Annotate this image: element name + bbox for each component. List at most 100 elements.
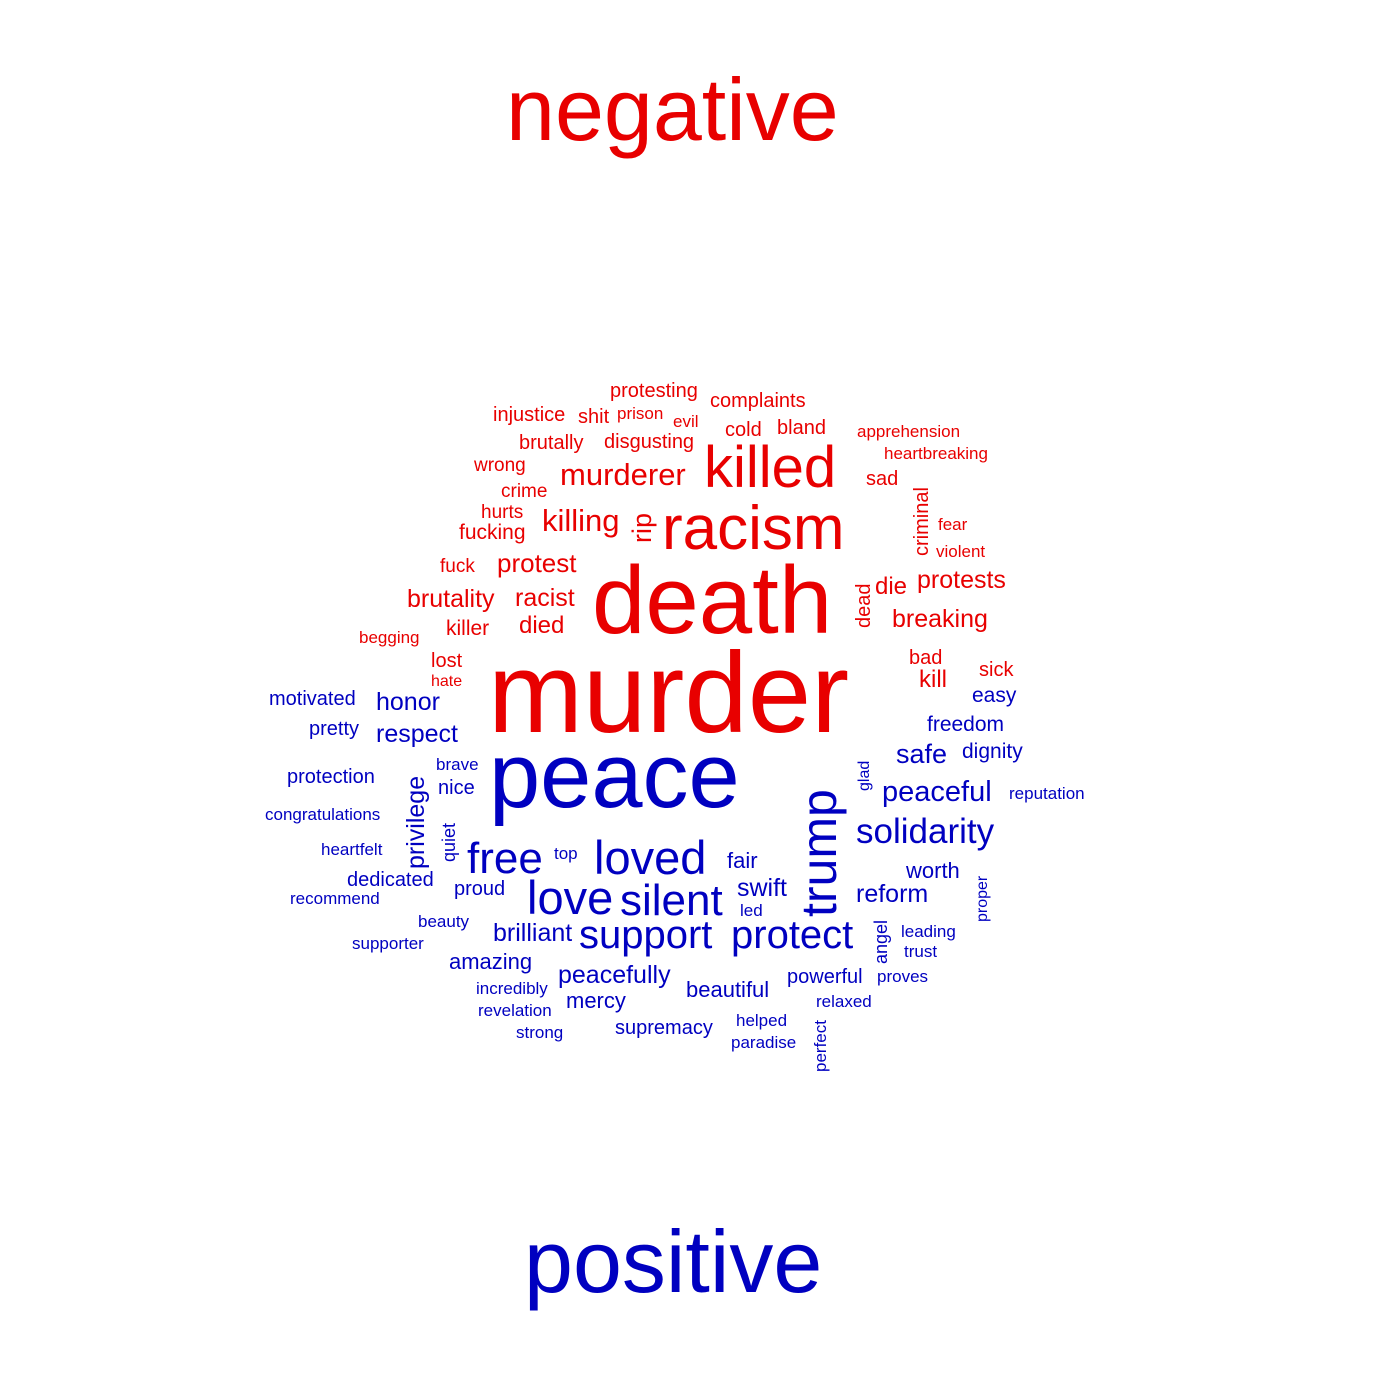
positive-word: respect bbox=[376, 720, 458, 748]
positive-word: swift bbox=[737, 874, 787, 902]
negative-word: death bbox=[592, 547, 833, 654]
positive-word: congratulations bbox=[265, 805, 381, 824]
positive-word: supremacy bbox=[615, 1017, 713, 1039]
positive-word: heartfelt bbox=[321, 840, 383, 859]
positive-word: incredibly bbox=[476, 979, 548, 998]
positive-word: peace bbox=[489, 725, 740, 827]
positive-word: silent bbox=[620, 876, 723, 925]
negative-word: evil bbox=[673, 412, 699, 431]
positive-word: reform bbox=[856, 880, 929, 908]
negative-word: protesting bbox=[610, 380, 698, 402]
negative-word: criminal bbox=[911, 487, 933, 556]
negative-word: cold bbox=[725, 419, 762, 441]
negative-word: lost bbox=[431, 650, 463, 672]
positive-word: free bbox=[467, 834, 543, 883]
positive-word: helped bbox=[736, 1011, 788, 1030]
negative-word: rip bbox=[627, 512, 657, 543]
negative-word: injustice bbox=[493, 404, 566, 426]
negative-word: killer bbox=[446, 617, 490, 640]
positive-word: dedicated bbox=[347, 869, 434, 891]
positive-word: brilliant bbox=[493, 919, 573, 947]
positive-word: mercy bbox=[566, 988, 626, 1013]
negative-word: shit bbox=[578, 406, 610, 428]
positive-word: top bbox=[554, 844, 578, 863]
negative-word: killed bbox=[704, 435, 837, 500]
positive-word: easy bbox=[972, 684, 1017, 707]
negative-word: begging bbox=[359, 628, 420, 647]
positive-word: angel bbox=[871, 919, 891, 964]
negative-word: hurts bbox=[481, 502, 524, 523]
negative-word: died bbox=[519, 612, 565, 639]
positive-word: paradise bbox=[731, 1033, 797, 1052]
negative-word: apprehension bbox=[857, 422, 961, 441]
positive-word: peacefully bbox=[558, 961, 671, 989]
positive-group-title: positive bbox=[524, 1212, 823, 1311]
positive-word: beauty bbox=[418, 912, 470, 931]
negative-word: protests bbox=[917, 566, 1006, 594]
positive-word: nice bbox=[438, 777, 475, 799]
positive-word: quiet bbox=[439, 822, 459, 862]
negative-word: fuck bbox=[440, 556, 475, 577]
negative-word: fear bbox=[938, 515, 968, 534]
negative-word: brutally bbox=[519, 432, 584, 454]
negative-word: bland bbox=[777, 417, 826, 439]
positive-word: loved bbox=[594, 831, 707, 884]
positive-word: brave bbox=[436, 755, 479, 774]
positive-word: solidarity bbox=[856, 812, 995, 851]
positive-word: proud bbox=[454, 878, 506, 900]
positive-word: motivated bbox=[269, 688, 356, 710]
positive-word: supporter bbox=[352, 934, 424, 953]
positive-word: powerful bbox=[787, 966, 863, 988]
positive-word: led bbox=[740, 901, 763, 920]
negative-word: sick bbox=[979, 659, 1014, 681]
negative-word: hate bbox=[431, 673, 463, 690]
positive-word: amazing bbox=[449, 949, 533, 974]
positive-word: dignity bbox=[962, 740, 1023, 763]
negative-word: bad bbox=[909, 647, 943, 669]
negative-word: murder bbox=[488, 630, 850, 757]
negative-word: dead bbox=[853, 583, 875, 629]
negative-word: racism bbox=[662, 494, 845, 563]
positive-word: glad bbox=[856, 760, 873, 791]
positive-word: privilege bbox=[402, 775, 430, 869]
positive-word: relaxed bbox=[816, 992, 872, 1011]
negative-word: kill bbox=[919, 666, 947, 693]
positive-word: leading bbox=[901, 922, 956, 941]
negative-word: racist bbox=[515, 584, 575, 612]
positive-word: pretty bbox=[309, 718, 360, 740]
positive-word: trump bbox=[791, 789, 847, 917]
positive-word: love bbox=[527, 871, 614, 924]
negative-word: sad bbox=[866, 468, 899, 490]
negative-word: heartbreaking bbox=[884, 444, 988, 463]
positive-word: peaceful bbox=[882, 776, 992, 808]
positive-word: honor bbox=[376, 688, 440, 716]
positive-word: protect bbox=[731, 913, 854, 957]
positive-word: fair bbox=[727, 848, 758, 873]
negative-word: violent bbox=[936, 542, 986, 561]
negative-word: disgusting bbox=[604, 431, 695, 453]
negative-word: crime bbox=[501, 481, 548, 502]
positive-word: support bbox=[579, 913, 713, 957]
positive-word: safe bbox=[896, 739, 948, 769]
positive-word: reputation bbox=[1009, 784, 1085, 803]
positive-word: proper bbox=[974, 875, 991, 922]
negative-word: brutality bbox=[407, 585, 495, 613]
positive-word: strong bbox=[516, 1023, 564, 1042]
positive-word: protection bbox=[287, 766, 375, 788]
positive-word: freedom bbox=[927, 713, 1005, 736]
negative-word: killing bbox=[542, 503, 620, 538]
negative-word: fucking bbox=[459, 521, 526, 544]
negative-word: die bbox=[875, 573, 908, 600]
negative-word: prison bbox=[617, 404, 664, 423]
positive-word: beautiful bbox=[686, 977, 770, 1002]
positive-word: trust bbox=[904, 942, 938, 961]
negative-word: complaints bbox=[710, 390, 806, 412]
negative-word: breaking bbox=[892, 605, 988, 633]
negative-word: murderer bbox=[560, 457, 686, 492]
negative-word: wrong bbox=[474, 455, 526, 476]
positive-word: perfect bbox=[811, 1020, 830, 1072]
negative-group-title: negative bbox=[506, 60, 839, 159]
positive-word: worth bbox=[906, 858, 960, 883]
positive-word: revelation bbox=[478, 1001, 552, 1020]
